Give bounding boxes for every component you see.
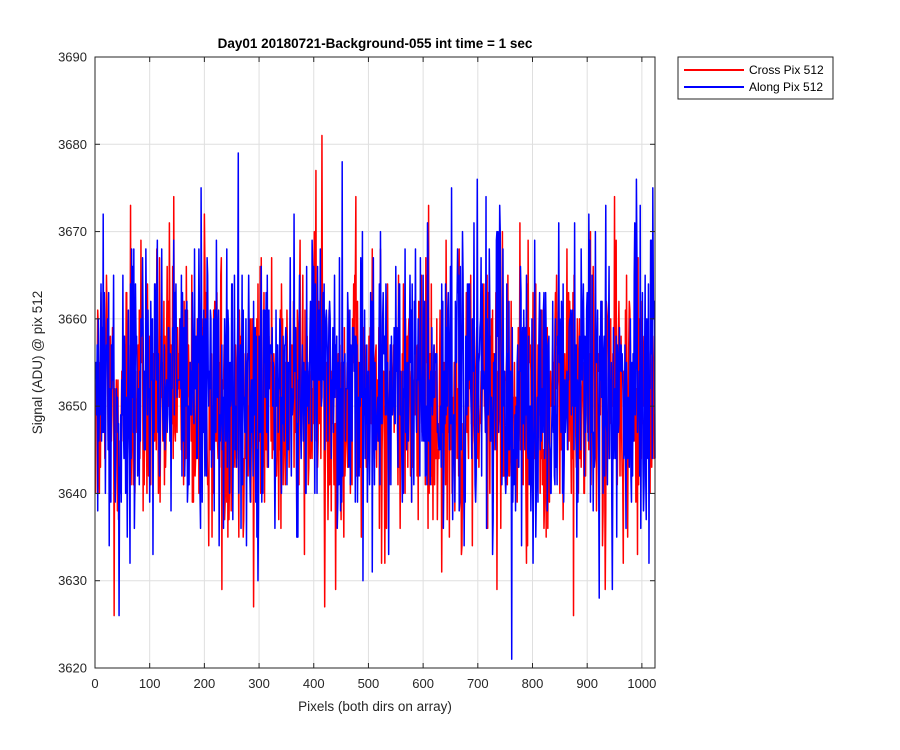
x-tick-label: 800 <box>522 676 544 691</box>
x-tick-label: 500 <box>358 676 380 691</box>
chart-title: Day01 20180721-Background-055 int time =… <box>218 36 533 51</box>
y-tick-label: 3630 <box>58 573 87 588</box>
legend-label-cross: Cross Pix 512 <box>749 63 824 77</box>
legend[interactable]: Cross Pix 512 Along Pix 512 <box>677 56 834 100</box>
x-tick-label: 300 <box>248 676 270 691</box>
series-layer <box>94 134 656 661</box>
x-tick-label: 0 <box>91 676 98 691</box>
x-tick-label: 900 <box>576 676 598 691</box>
y-tick-label: 3620 <box>58 661 87 676</box>
x-tick-label: 100 <box>139 676 161 691</box>
x-axis-label: Pixels (both dirs on array) <box>298 699 452 714</box>
y-tick-label: 3680 <box>58 137 87 152</box>
y-tick-label: 3640 <box>58 486 87 501</box>
axis-ticks: 0 100 200 300 400 500 600 700 800 900 1000 3620 3630… <box>58 50 656 692</box>
y-tick-label: 3650 <box>58 399 87 414</box>
y-tick-label: 3670 <box>58 224 87 239</box>
x-tick-label: 200 <box>194 676 216 691</box>
x-tick-label: 400 <box>303 676 325 691</box>
y-axis-label: Signal (ADU) @ pix 512 <box>30 291 45 435</box>
x-tick-label: 700 <box>467 676 489 691</box>
legend-box <box>677 56 834 100</box>
x-tick-label: 1000 <box>627 676 656 691</box>
series-line-along <box>94 152 656 661</box>
y-tick-label: 3690 <box>58 50 87 65</box>
axes-box <box>94 56 656 669</box>
x-tick-label: 600 <box>412 676 434 691</box>
y-tick-label: 3660 <box>58 311 87 326</box>
legend-label-along: Along Pix 512 <box>749 80 823 94</box>
